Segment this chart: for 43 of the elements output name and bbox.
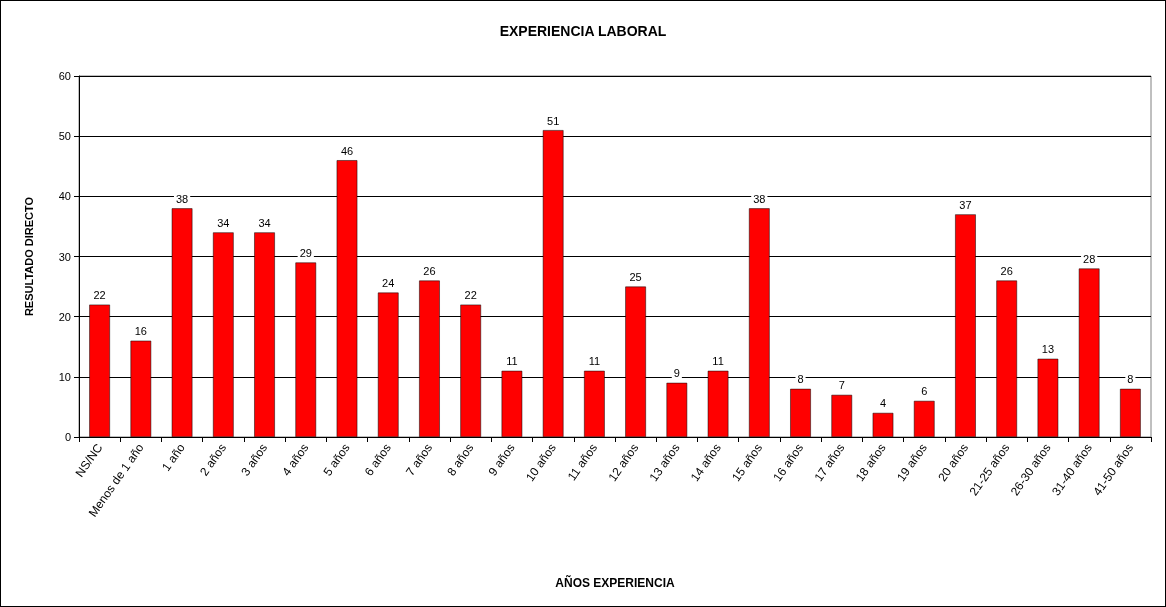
- data-label: 11: [506, 355, 518, 368]
- bar: [872, 412, 894, 437]
- data-label: 24: [382, 277, 395, 290]
- x-axis-title: AÑOS EXPERIENCIA: [555, 575, 676, 590]
- data-label: 13: [1041, 343, 1055, 356]
- y-tick-label: 50: [58, 130, 71, 143]
- bar: [790, 388, 811, 437]
- data-label: 38: [753, 192, 766, 205]
- bar: [666, 382, 688, 437]
- data-label: 26: [1000, 265, 1013, 278]
- data-label: 25: [629, 271, 642, 284]
- y-tick-label: 40: [58, 190, 71, 203]
- data-label: 16: [134, 325, 147, 338]
- data-label: 46: [340, 144, 354, 157]
- data-label: 37: [959, 198, 972, 211]
- x-tick-label: 1 año: [159, 440, 188, 474]
- data-label: 22: [464, 289, 477, 302]
- data-label: 11: [712, 355, 724, 368]
- bar: [1120, 388, 1141, 437]
- data-label: 28: [1083, 253, 1096, 266]
- data-label: 38: [175, 192, 189, 205]
- data-label: 8: [797, 373, 804, 386]
- data-label: 6: [921, 385, 928, 398]
- y-tick-label: 60: [58, 70, 71, 82]
- data-label: 26: [423, 265, 436, 278]
- data-label: 4: [879, 397, 887, 410]
- bar: [913, 400, 935, 437]
- data-label: 22: [93, 289, 106, 302]
- data-label: 51: [547, 114, 560, 127]
- y-axis-title: RESULTADO DIRECTO: [22, 196, 35, 317]
- y-tick-label: 10: [58, 370, 71, 383]
- y-tick-label: 0: [64, 431, 71, 443]
- data-label: 29: [299, 247, 312, 260]
- chart-title: EXPERIENCIA LABORAL: [499, 23, 667, 39]
- data-label: 11: [588, 355, 601, 368]
- data-label: 34: [258, 216, 271, 229]
- data-label: 7: [838, 379, 845, 392]
- bar: [831, 394, 853, 437]
- data-label: 34: [217, 216, 230, 229]
- data-label: 9: [673, 367, 680, 380]
- y-tick-label: 30: [58, 250, 71, 263]
- y-tick-label: 20: [58, 310, 71, 323]
- data-label: 8: [1127, 373, 1134, 386]
